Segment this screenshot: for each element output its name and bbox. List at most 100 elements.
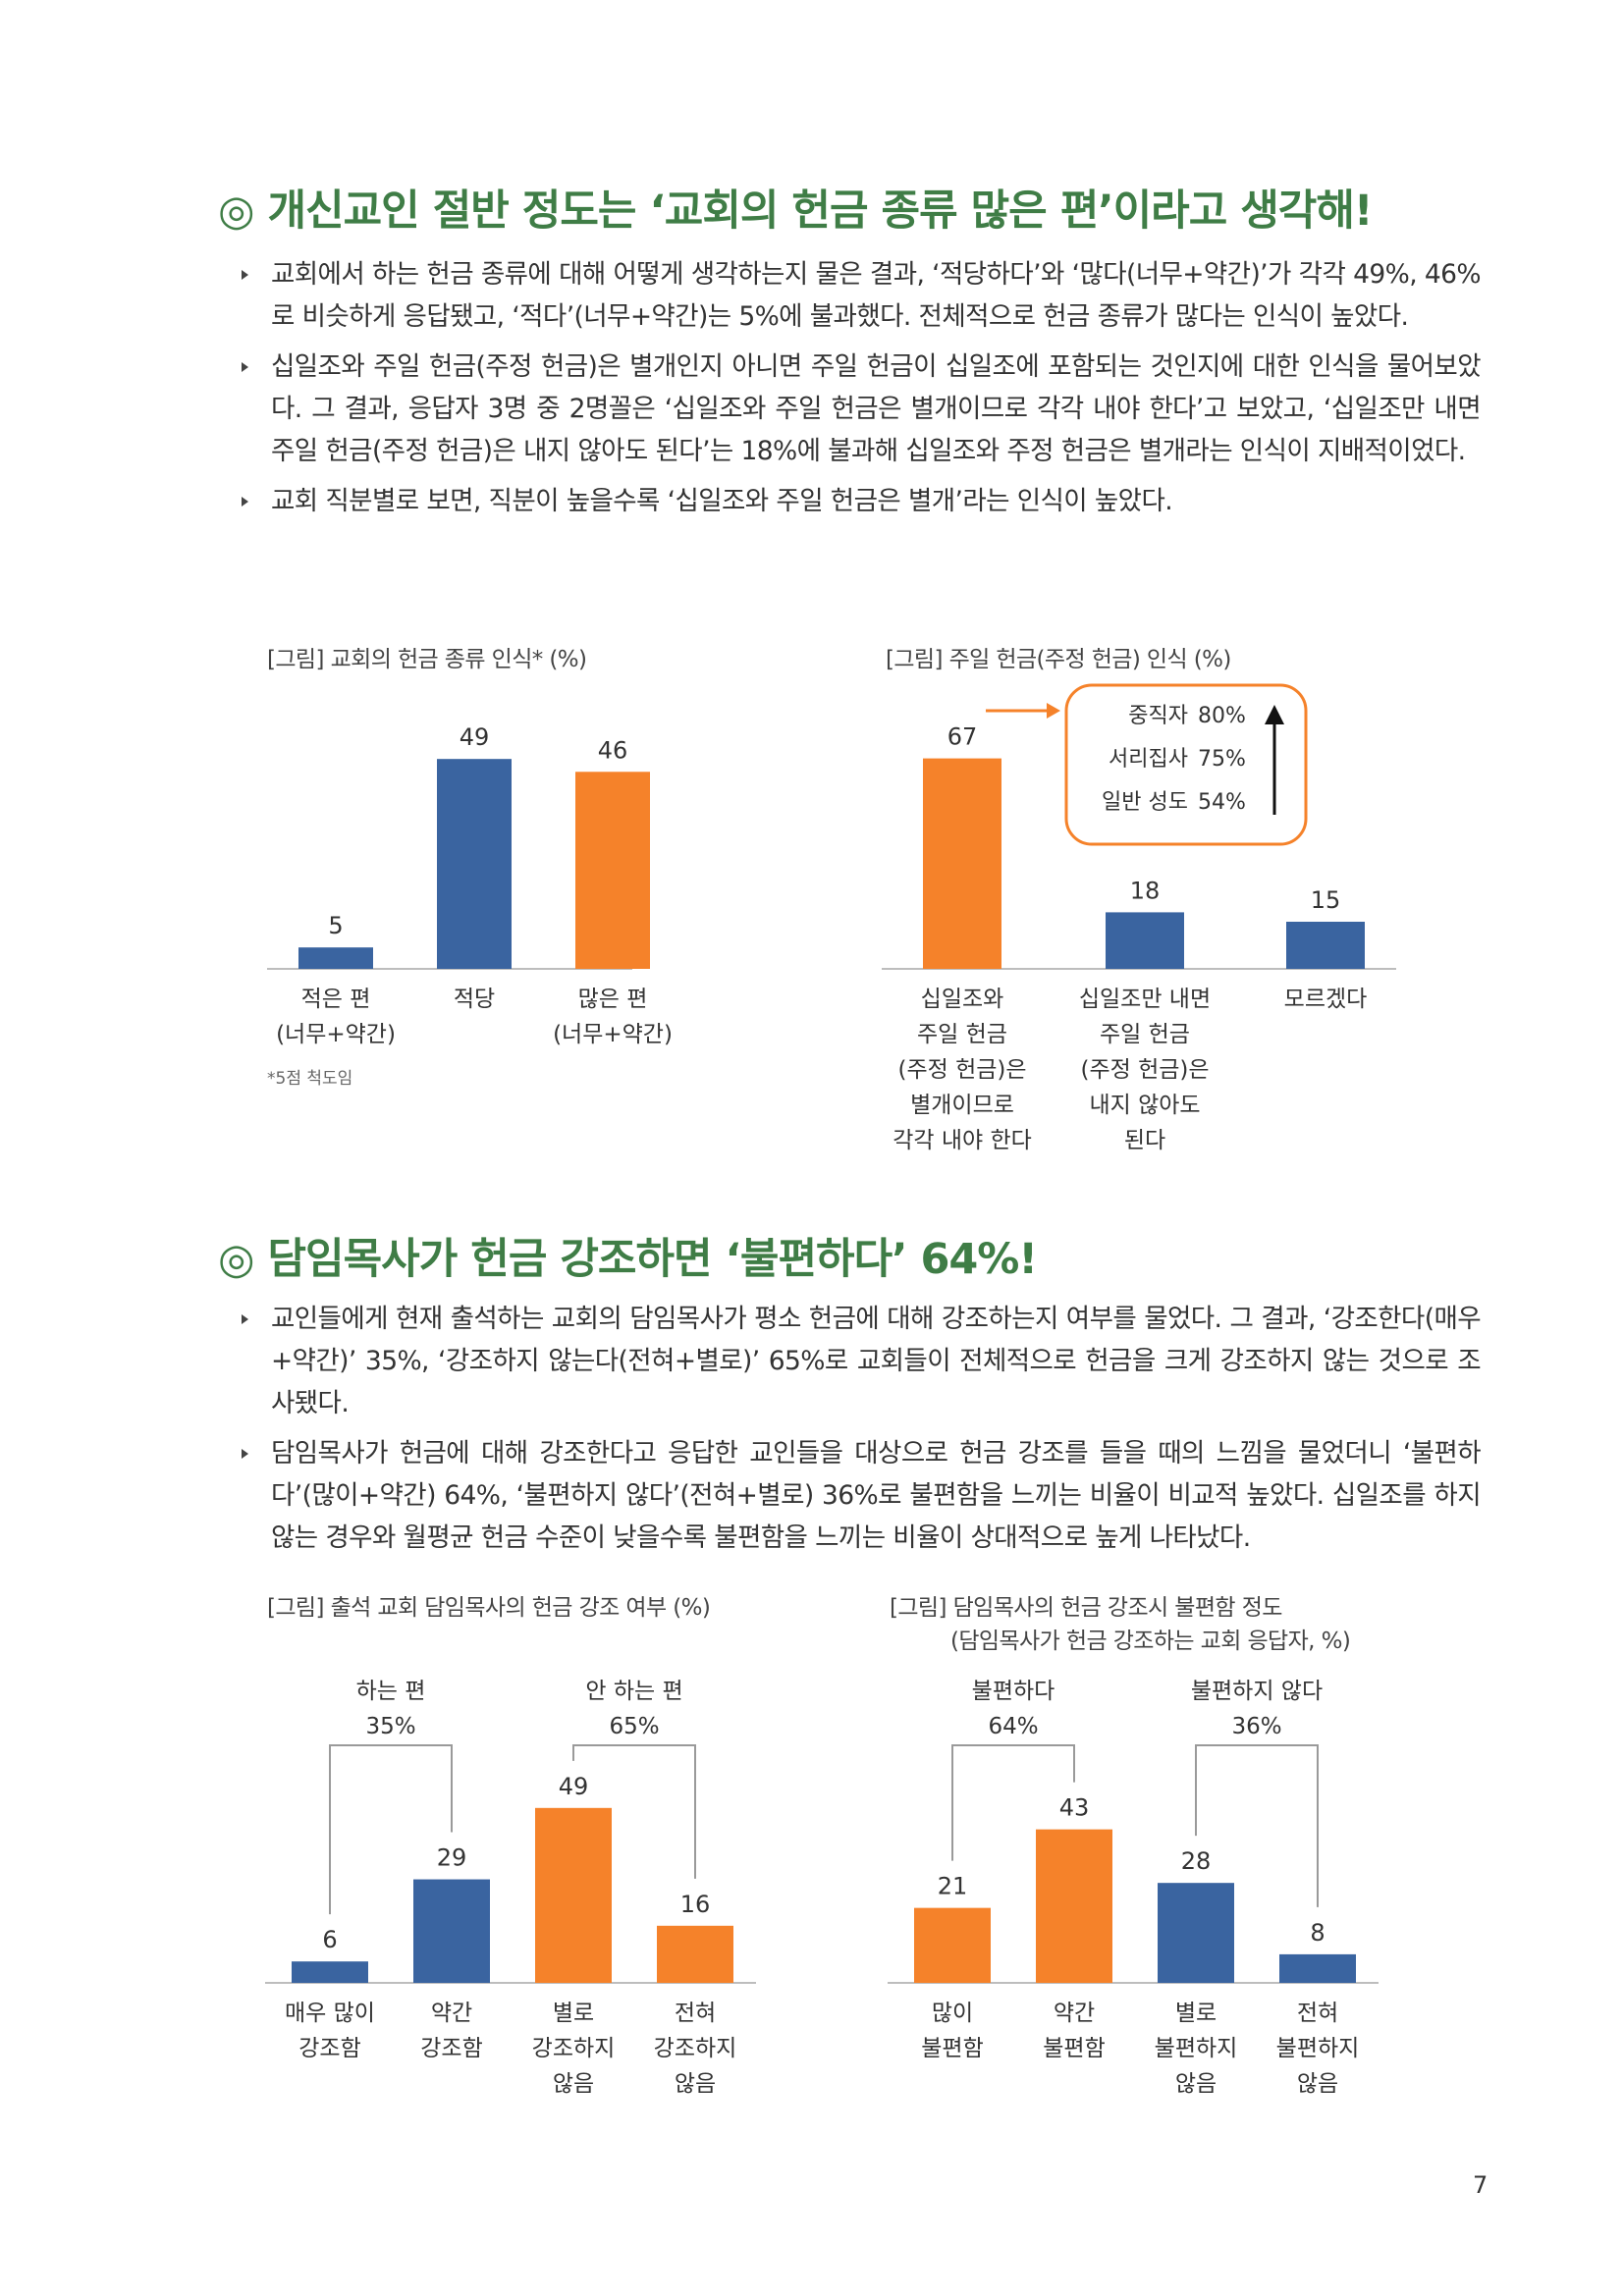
tick-label-0-0: 많이	[932, 2001, 973, 2026]
chart3-title: [그림] 출석 교회 담임목사의 헌금 강조 여부 (%)	[267, 1595, 711, 1621]
tick-label-0-1: 주일 헌금	[917, 1022, 1007, 1047]
chart1-title: [그림] 교회의 헌금 종류 인식* (%)	[267, 647, 587, 672]
annotation-value-0: 80%	[1198, 704, 1246, 728]
tick-label-3-2: 않음	[675, 2071, 716, 2097]
data-label-3: 16	[680, 1891, 711, 1918]
data-label-1: 29	[437, 1844, 467, 1872]
bar-1	[413, 1879, 490, 1983]
bar-0	[914, 1907, 991, 1983]
tick-label-2-1: 불편하지	[1155, 2036, 1238, 2061]
bullet-item: 담임목사가 헌금에 대해 강조한다고 응답한 교인들을 대상으로 헌금 강조를 …	[234, 1432, 1482, 1559]
bar-2	[1158, 1883, 1234, 1983]
tick-label-0-1: 불편함	[921, 2036, 983, 2061]
data-label-1: 18	[1130, 877, 1161, 904]
bar-3	[657, 1925, 733, 1983]
tick-label-0-2: (주정 헌금)은	[897, 1057, 1026, 1083]
annotation-value-1: 75%	[1198, 747, 1246, 772]
tick-label-2-2: 않음	[553, 2071, 594, 2097]
tick-label-3-2: 않음	[1297, 2071, 1338, 2097]
bar-2	[1286, 922, 1365, 969]
annotation-box	[1064, 683, 1308, 846]
tick-label-2-2: 않음	[1175, 2071, 1217, 2097]
section2-heading: ◎ 담임목사가 헌금 강조하면 ‘불편하다’ 64%!	[218, 1235, 1038, 1284]
section1-bullets: 교회에서 하는 헌금 종류에 대해 어떻게 생각하는지 물은 결과, ‘적당하다…	[234, 253, 1482, 530]
group-label-0: 불편하다	[972, 1679, 1055, 1704]
tick-label-1-2: (주정 헌금)은	[1080, 1057, 1209, 1083]
bar-1	[1106, 912, 1184, 969]
tick-label-2-1: 강조하지	[532, 2036, 616, 2061]
bar-3	[1279, 1953, 1356, 1983]
data-label-0: 5	[328, 912, 343, 939]
tick-label-0-0: 적은 편	[301, 987, 371, 1012]
page-number: 7	[1473, 2171, 1488, 2199]
tick-label-0-4: 각각 내야 한다	[893, 1128, 1032, 1153]
data-label-0: 67	[947, 723, 978, 751]
pointer-arrow-head	[1047, 703, 1060, 719]
group-value-0: 35%	[365, 1714, 415, 1739]
annotation-label-1: 서리집사	[1109, 747, 1188, 772]
bullet-item: 교회에서 하는 헌금 종류에 대해 어떻게 생각하는지 물은 결과, ‘적당하다…	[234, 253, 1482, 338]
group-label-1: 불편하지 않다	[1191, 1679, 1323, 1704]
data-label-1: 43	[1059, 1794, 1090, 1822]
tick-label-1-1: 강조함	[420, 2036, 482, 2061]
bar-0	[298, 947, 373, 969]
chart-heun-geum-jongryu: 5 적은 편 (너무+약간) 49 적당 46 많은 편 (너무+약간)	[267, 723, 673, 1047]
annotation-value-2: 54%	[1198, 790, 1246, 815]
bar-1	[1036, 1829, 1112, 1983]
tick-label-1-0: 약간	[1054, 2001, 1095, 2026]
chart2-title: [그림] 주일 헌금(주정 헌금) 인식 (%)	[886, 647, 1231, 672]
tick-label-3-0: 전혀	[675, 2001, 716, 2026]
section1-heading: ◎ 개신교인 절반 정도는 ‘교회의 헌금 종류 많은 편’이라고 생각해!	[218, 187, 1374, 236]
tick-label-1-0: 적당	[454, 987, 495, 1012]
group-bracket-0	[951, 1744, 1075, 1861]
tick-label-1-0: 십일조만 내면	[1079, 987, 1211, 1012]
bar-0	[292, 1961, 368, 1983]
tick-label-0-0: 매우 많이	[285, 2001, 375, 2026]
group-value-0: 64%	[988, 1714, 1038, 1739]
chart4-subtitle: (담임목사가 헌금 강조하는 교회 응답자, %)	[950, 1629, 1351, 1654]
tick-label-0-1: 강조함	[298, 2036, 360, 2061]
data-label-3: 8	[1310, 1919, 1325, 1947]
annotation-label-2: 일반 성도	[1102, 790, 1188, 815]
group-bracket-0	[329, 1744, 453, 1915]
data-label-2: 28	[1181, 1847, 1212, 1875]
tick-label-1-3: 내지 않아도	[1089, 1093, 1200, 1118]
tick-label-1-0: 약간	[431, 2001, 472, 2026]
annotation-label-0: 중직자	[1128, 704, 1188, 728]
data-label-2: 49	[559, 1773, 589, 1800]
bar-2	[535, 1807, 612, 1983]
tick-label-3-1: 불편하지	[1276, 2036, 1360, 2061]
bar-1	[437, 759, 512, 969]
group-label-1: 안 하는 편	[585, 1679, 682, 1704]
data-label-2: 15	[1311, 886, 1341, 914]
tick-label-0-3: 별개이므로	[910, 1093, 1014, 1118]
data-label-1: 49	[460, 723, 490, 751]
group-value-1: 36%	[1231, 1714, 1281, 1739]
chart1-note: *5점 척도임	[267, 1069, 353, 1089]
tick-label-3-0: 전혀	[1297, 2001, 1338, 2026]
bullet-item: 교회 직분별로 보면, 직분이 높을수록 ‘십일조와 주일 헌금은 별개’라는 …	[234, 480, 1481, 522]
group-bracket-1	[1195, 1744, 1319, 1907]
tick-label-0-1: (너무+약간)	[276, 1022, 396, 1047]
group-bracket-1	[572, 1744, 696, 1879]
section2-bullets: 교인들에게 현재 출석하는 교회의 담임목사가 평소 헌금에 대해 강조하는지 …	[234, 1298, 1482, 1567]
tick-label-3-1: 강조하지	[654, 2036, 737, 2061]
tick-label-2-1: (너무+약간)	[553, 1022, 673, 1047]
up-arrow-head	[1265, 705, 1284, 724]
tick-label-1-1: 불편함	[1043, 2036, 1105, 2061]
bar-0	[923, 758, 1001, 969]
tick-label-0-0: 십일조와	[921, 987, 1004, 1012]
chart4-title: [그림] 담임목사의 헌금 강조시 불편함 정도	[890, 1595, 1282, 1621]
group-value-1: 65%	[609, 1714, 659, 1739]
bullet-item: 십일조와 주일 헌금(주정 헌금)은 별개인지 아니면 주일 헌금이 십일조에 …	[234, 346, 1482, 472]
bullet-item: 교인들에게 현재 출석하는 교회의 담임목사가 평소 헌금에 대해 강조하는지 …	[234, 1298, 1482, 1424]
tick-label-2-0: 모르겠다	[1284, 987, 1368, 1012]
tick-label-1-1: 주일 헌금	[1100, 1022, 1190, 1047]
tick-label-2-0: 많은 편	[578, 987, 648, 1012]
tick-label-1-4: 된다	[1124, 1128, 1165, 1153]
bar-2	[575, 772, 650, 969]
tick-label-2-0: 별로	[553, 2001, 594, 2026]
